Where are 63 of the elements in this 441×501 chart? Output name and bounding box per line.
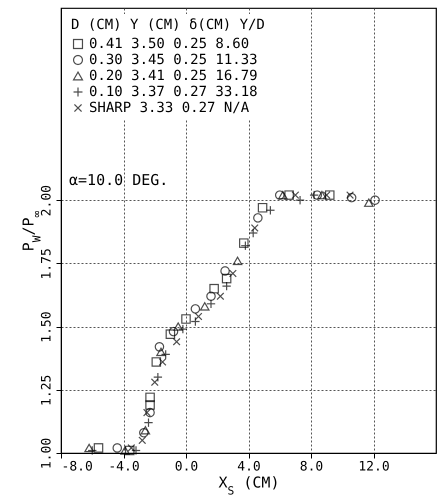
- point: [232, 256, 242, 266]
- point: [253, 213, 263, 223]
- point: [222, 274, 232, 284]
- point: [190, 304, 200, 314]
- point: [291, 191, 300, 200]
- point: [239, 238, 249, 248]
- y-tick-label: 1.00: [40, 438, 54, 470]
- legend-title: D (CM) Y (CM) δ(CM) Y/D: [71, 17, 265, 33]
- point: [139, 428, 149, 438]
- x-tick-label: 4.0: [237, 460, 261, 474]
- x-tick-label: 0.0: [174, 460, 198, 474]
- point: [156, 348, 166, 356]
- point: [312, 190, 322, 200]
- point: [324, 190, 335, 200]
- point: [364, 198, 374, 207]
- point: [200, 302, 210, 311]
- point: [250, 224, 259, 232]
- x-axis-title: X$_{S}$ (CM): [218, 474, 280, 497]
- point: [166, 329, 176, 339]
- point: [346, 192, 356, 202]
- point: [284, 190, 294, 200]
- x-tick-label: -4.0: [108, 460, 140, 474]
- point: [154, 342, 164, 352]
- x-tick-label: 12.0: [358, 460, 390, 474]
- x-tick-label: 8.0: [300, 460, 324, 474]
- point: [181, 314, 191, 324]
- point: [370, 195, 380, 205]
- point: [94, 443, 104, 453]
- point: [145, 400, 155, 410]
- y-tick-label: 1.75: [40, 248, 54, 280]
- y-tick-label: 1.25: [40, 374, 54, 406]
- point: [112, 443, 122, 453]
- point: [209, 284, 219, 294]
- point: [173, 322, 183, 331]
- point: [317, 190, 327, 200]
- point: [278, 190, 288, 200]
- point: [216, 292, 224, 300]
- point: [152, 357, 162, 367]
- point: [346, 191, 354, 200]
- point: [127, 444, 136, 452]
- point: [138, 436, 146, 444]
- y-tick-label: 1.50: [40, 311, 54, 343]
- x-tick-label: -8.0: [62, 460, 93, 474]
- point: [140, 426, 150, 434]
- point: [172, 338, 181, 346]
- point: [145, 392, 155, 402]
- point: [84, 444, 94, 452]
- point: [142, 408, 151, 416]
- legend-label: SHARP 3.33 0.27 N/A: [89, 100, 250, 116]
- point: [258, 202, 268, 213]
- point: [322, 191, 331, 200]
- point: [274, 190, 285, 200]
- point: [124, 446, 135, 456]
- legend-label: 0.30 3.45 0.25 11.33: [89, 52, 258, 68]
- point: [120, 446, 130, 455]
- point: [206, 291, 216, 302]
- y-tick-label: 2.00: [40, 185, 54, 216]
- annotation: α=10.0 DEG.: [69, 171, 168, 189]
- point: [145, 408, 155, 418]
- legend-label: 0.41 3.50 0.25 8.60: [89, 36, 250, 52]
- legend-label: 0.20 3.41 0.25 16.79: [89, 68, 258, 84]
- point: [194, 312, 202, 320]
- legend-label: 0.10 3.37 0.27 33.18: [89, 84, 258, 100]
